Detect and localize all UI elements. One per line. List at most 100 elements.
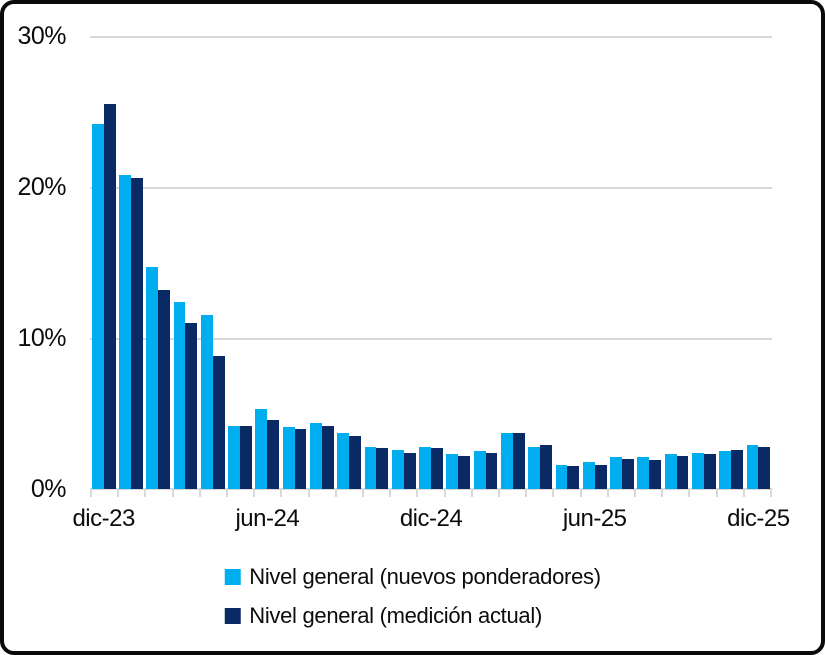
x-tick bbox=[579, 490, 607, 497]
legend-item-nuevos-ponderadores: Nivel general (nuevos ponderadores) bbox=[224, 564, 601, 590]
bar-medicion-actual bbox=[376, 448, 389, 489]
x-tick bbox=[362, 490, 389, 497]
bar-nuevos-ponderadores bbox=[200, 315, 213, 489]
x-axis-line bbox=[90, 488, 772, 490]
bar-medicion-actual bbox=[458, 455, 471, 489]
plot-bars bbox=[90, 36, 772, 489]
x-tick bbox=[307, 490, 335, 497]
x-tick bbox=[144, 490, 171, 497]
x-axis-label: dic-23 bbox=[72, 505, 135, 532]
bar-group-feb-25 bbox=[472, 36, 499, 489]
bar-nuevos-ponderadores bbox=[391, 449, 404, 489]
x-tick bbox=[606, 490, 634, 497]
bar-nuevos-ponderadores bbox=[500, 433, 513, 489]
bar-medicion-actual bbox=[158, 289, 171, 489]
bar-medicion-actual bbox=[649, 460, 662, 489]
x-tick bbox=[715, 490, 743, 497]
bar-nuevos-ponderadores bbox=[446, 454, 459, 489]
bar-group-may-24 bbox=[226, 36, 253, 489]
x-tick bbox=[443, 490, 471, 497]
bar-group-ene-24 bbox=[117, 36, 144, 489]
bar-group-abr-25 bbox=[527, 36, 554, 489]
bar-nuevos-ponderadores bbox=[337, 433, 350, 489]
x-axis-label: jun-25 bbox=[562, 505, 627, 532]
bar-nuevos-ponderadores bbox=[228, 425, 241, 489]
x-tick bbox=[552, 490, 579, 497]
bar-nuevos-ponderadores bbox=[610, 457, 622, 489]
bar-group-oct-25 bbox=[690, 36, 717, 489]
bar-nuevos-ponderadores bbox=[91, 123, 104, 489]
x-tick bbox=[389, 490, 416, 497]
y-axis-label: 0% bbox=[30, 475, 67, 503]
x-tick bbox=[280, 490, 307, 497]
bar-medicion-actual bbox=[130, 177, 143, 489]
bar-group-feb-24 bbox=[145, 36, 172, 489]
x-tick bbox=[90, 490, 117, 497]
x-tick bbox=[117, 490, 144, 497]
bar-nuevos-ponderadores bbox=[364, 446, 377, 489]
bar-nuevos-ponderadores bbox=[528, 446, 541, 489]
bar-nuevos-ponderadores bbox=[582, 461, 595, 489]
x-tick bbox=[498, 490, 525, 497]
bar-group-jul-24 bbox=[281, 36, 308, 489]
x-axis-label: dic-24 bbox=[399, 505, 463, 532]
bar-medicion-actual bbox=[594, 464, 607, 489]
bar-group-sep-24 bbox=[336, 36, 363, 489]
bar-group-jun-24 bbox=[254, 36, 281, 489]
x-tick bbox=[416, 490, 443, 497]
bar-group-dic-24 bbox=[417, 36, 444, 489]
bar-group-dic-23 bbox=[90, 36, 117, 489]
bar-medicion-actual bbox=[703, 454, 716, 489]
bar-group-sep-25 bbox=[663, 36, 690, 489]
bar-nuevos-ponderadores bbox=[255, 408, 268, 489]
legend: Nivel general (nuevos ponderadores) Nive… bbox=[224, 564, 601, 629]
bar-medicion-actual bbox=[240, 425, 252, 489]
x-tick bbox=[171, 490, 199, 497]
bar-nuevos-ponderadores bbox=[555, 464, 568, 489]
x-tick bbox=[661, 490, 688, 497]
legend-swatch-medicion-actual bbox=[224, 608, 241, 624]
x-tick bbox=[198, 490, 226, 497]
bar-nuevos-ponderadores bbox=[119, 174, 131, 489]
x-tick bbox=[334, 490, 362, 497]
bar-nuevos-ponderadores bbox=[691, 452, 704, 489]
bar-medicion-actual bbox=[621, 458, 634, 489]
x-tick bbox=[253, 490, 280, 497]
x-tick bbox=[470, 490, 498, 497]
bar-nuevos-ponderadores bbox=[719, 451, 732, 489]
bar-medicion-actual bbox=[403, 452, 416, 489]
y-axis-label: 30% bbox=[17, 22, 66, 50]
bar-medicion-actual bbox=[758, 446, 771, 489]
bar-group-nov-25 bbox=[717, 36, 744, 489]
x-axis-ticks bbox=[90, 490, 772, 497]
bar-nuevos-ponderadores bbox=[746, 445, 759, 489]
x-axis-label: dic-25 bbox=[727, 505, 790, 532]
x-tick bbox=[688, 490, 715, 497]
bar-group-abr-24 bbox=[199, 36, 226, 489]
legend-label-medicion-actual: Nivel general (medición actual) bbox=[249, 603, 542, 628]
x-tick bbox=[226, 490, 253, 497]
bar-nuevos-ponderadores bbox=[173, 301, 186, 489]
bar-medicion-actual bbox=[731, 449, 743, 489]
bar-group-mar-25 bbox=[499, 36, 526, 489]
gridline-10pct bbox=[90, 338, 772, 340]
bar-medicion-actual bbox=[185, 322, 198, 489]
bar-group-jul-25 bbox=[608, 36, 635, 489]
bar-medicion-actual bbox=[349, 436, 362, 489]
bar-group-dic-25 bbox=[745, 36, 772, 489]
bar-medicion-actual bbox=[294, 428, 307, 489]
bar-group-nov-24 bbox=[390, 36, 417, 489]
bar-group-ago-25 bbox=[636, 36, 663, 489]
bar-nuevos-ponderadores bbox=[282, 427, 295, 489]
bar-medicion-actual bbox=[485, 452, 498, 489]
bar-medicion-actual bbox=[540, 445, 553, 489]
bar-group-jun-25 bbox=[581, 36, 608, 489]
bar-nuevos-ponderadores bbox=[473, 451, 486, 489]
bar-nuevos-ponderadores bbox=[310, 422, 322, 489]
x-tick bbox=[634, 490, 661, 497]
bar-nuevos-ponderadores bbox=[146, 267, 159, 489]
bar-medicion-actual bbox=[103, 103, 116, 489]
x-axis-label: jun-24 bbox=[235, 505, 300, 532]
y-axis-label: 10% bbox=[17, 324, 66, 352]
